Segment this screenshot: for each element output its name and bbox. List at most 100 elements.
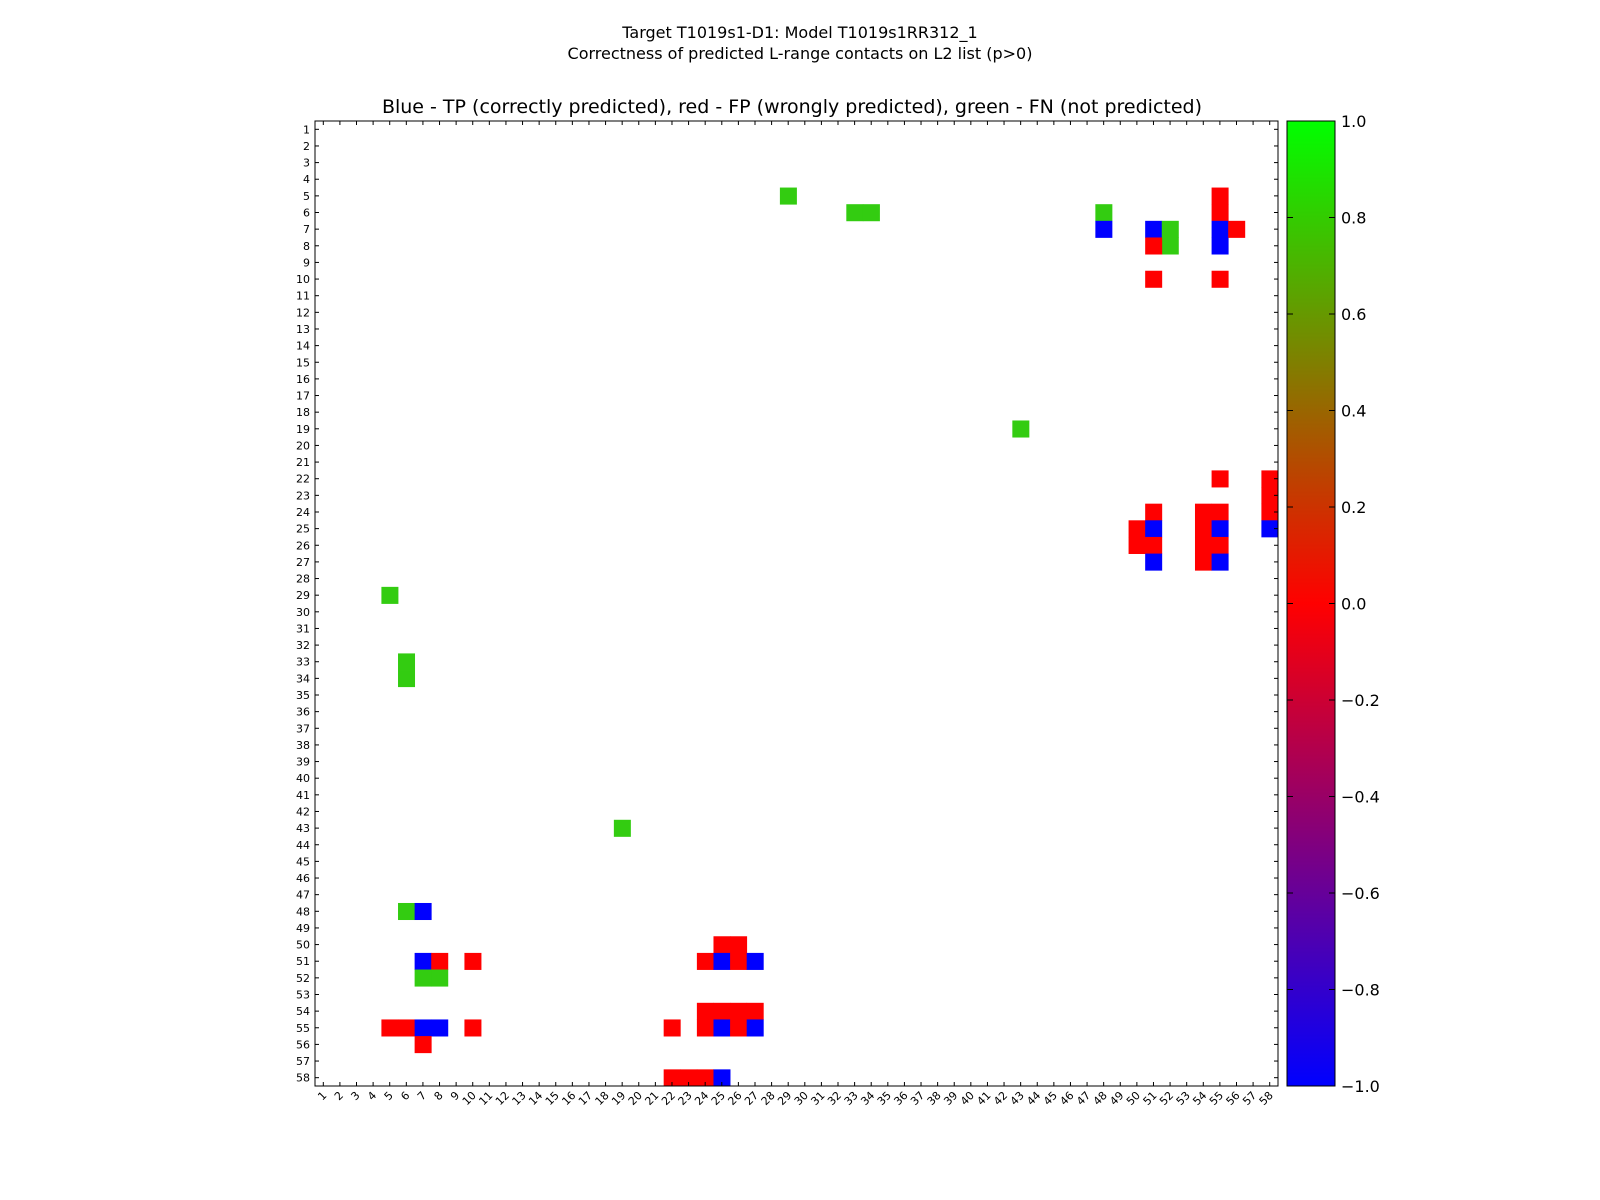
contact-cell-fp: [730, 936, 748, 954]
contact-cell-fp: [696, 1002, 714, 1020]
x-tick-label: 8: [432, 1089, 446, 1103]
contact-cell-fp: [431, 952, 449, 970]
plot-frame: [314, 120, 1279, 1087]
x-tick-label: 4: [365, 1089, 379, 1103]
y-tick-label: 29: [296, 589, 310, 602]
contact-cell-fp: [1194, 503, 1212, 521]
x-tick-label: 58: [1257, 1089, 1276, 1108]
contact-cell-fn: [1095, 204, 1113, 222]
colorbar-tick-label: 0.4: [1341, 402, 1366, 421]
y-axis-ticks: 1234567891011121314151617181920212223242…: [296, 123, 1278, 1085]
colorbar-ticks: 1.0 0.8 0.6 0.4 0.2 0.0 −0.2 −0.4 −0.6 −0.8 −1.0: [1287, 112, 1380, 1096]
y-tick-label: 33: [296, 656, 310, 669]
y-tick-label: 38: [296, 739, 310, 752]
y-tick-label: 24: [296, 506, 310, 519]
contact-cell-tp: [713, 952, 731, 970]
contact-cell-fp: [1261, 503, 1279, 521]
contact-cell-fn: [779, 187, 797, 205]
contact-cell-fp: [730, 952, 748, 970]
contact-cell-fp: [696, 1069, 714, 1087]
contact-cell-fp: [663, 1019, 681, 1037]
y-tick-label: 57: [296, 1055, 310, 1068]
y-tick-label: 25: [296, 523, 310, 536]
contact-cell-fp: [680, 1069, 698, 1087]
contact-cell-fp: [746, 1002, 764, 1020]
contact-cell-fn: [414, 969, 432, 987]
figure-title-line1: Target T1019s1-D1: Model T1019s1RR312_1: [621, 23, 977, 43]
y-tick-label: 48: [296, 905, 310, 918]
contact-cell-fn: [846, 204, 864, 222]
x-axis-ticks: 1 2 3 4 5 6 7 8 91011121314151617181920212223242…: [315, 121, 1276, 1108]
colorbar-tick-label: 0.0: [1341, 595, 1366, 614]
colorbar-tick-label: 0.2: [1341, 498, 1366, 517]
contact-cell-tp: [1145, 520, 1163, 538]
y-tick-label: 47: [296, 889, 310, 902]
x-tick-label: 2: [332, 1089, 346, 1103]
contact-cell-tp: [1095, 220, 1113, 238]
y-tick-label: 31: [296, 622, 310, 635]
contact-cell-fn: [862, 204, 880, 222]
contact-cell-tp: [414, 902, 432, 921]
contact-cell-fp: [464, 1019, 482, 1037]
colorbar-tick-label: 1.0: [1341, 112, 1366, 131]
x-tick-label: 5: [382, 1089, 396, 1103]
contact-cells: [381, 187, 1279, 1087]
y-tick-label: 43: [296, 822, 310, 835]
contact-cell-fp: [1211, 536, 1229, 554]
y-tick-label: 40: [296, 772, 310, 785]
contact-cell-fp: [464, 952, 482, 970]
contact-cell-fp: [1211, 204, 1229, 222]
colorbar-tick-label: −0.8: [1341, 981, 1380, 1000]
contact-cell-fn: [398, 902, 416, 921]
contact-cell-fn: [381, 586, 399, 604]
contact-cell-fp: [1261, 487, 1279, 505]
x-tick-label: 9: [448, 1089, 462, 1103]
y-tick-label: 50: [296, 939, 310, 952]
x-tick-label: 1: [315, 1089, 329, 1103]
contact-cell-fn: [398, 670, 416, 688]
contact-cell-fp: [1194, 536, 1212, 554]
y-tick-label: 28: [296, 573, 310, 586]
y-tick-label: 45: [296, 855, 310, 868]
contact-cell-fp: [1128, 536, 1146, 554]
colorbar-tick-label: −1.0: [1341, 1077, 1380, 1096]
y-tick-label: 41: [296, 789, 310, 802]
contact-cell-fp: [1194, 553, 1212, 571]
contact-cell-tp: [1145, 220, 1163, 238]
y-tick-label: 55: [296, 1022, 310, 1035]
y-tick-label: 22: [296, 473, 310, 486]
y-tick-label: 58: [296, 1072, 310, 1085]
y-tick-label: 23: [296, 489, 310, 502]
y-tick-label: 27: [296, 556, 310, 569]
y-tick-label: 36: [296, 706, 310, 719]
y-tick-label: 1: [303, 123, 310, 136]
x-tick-label: 3: [348, 1089, 362, 1103]
contact-cell-tp: [1211, 520, 1229, 538]
colorbar-tick-label: −0.6: [1341, 884, 1380, 903]
contact-cell-fp: [730, 1002, 748, 1020]
y-tick-label: 15: [296, 356, 310, 369]
y-tick-label: 51: [296, 955, 310, 968]
contact-cell-tp: [431, 1019, 449, 1037]
contact-cell-tp: [414, 952, 432, 970]
y-tick-label: 18: [296, 406, 310, 419]
contact-cell-fp: [1261, 470, 1279, 488]
y-tick-label: 14: [296, 340, 310, 353]
contact-cell-fp: [713, 1002, 731, 1020]
contact-cell-tp: [1211, 553, 1229, 571]
contact-cell-fp: [1228, 220, 1246, 238]
contact-cell-tp: [1145, 553, 1163, 571]
colorbar-tick-label: −0.4: [1341, 788, 1380, 807]
y-tick-label: 54: [296, 1005, 310, 1018]
colorbar-tick-label: 0.8: [1341, 209, 1366, 228]
contact-cell-fp: [1145, 536, 1163, 554]
contact-cell-fp: [1128, 520, 1146, 538]
contact-cell-fn: [1161, 220, 1179, 238]
y-tick-label: 44: [296, 839, 310, 852]
contact-cell-fp: [381, 1019, 399, 1037]
y-tick-label: 3: [303, 157, 310, 170]
y-tick-label: 19: [296, 423, 310, 436]
y-tick-label: 49: [296, 922, 310, 935]
contact-cell-fn: [398, 653, 416, 671]
